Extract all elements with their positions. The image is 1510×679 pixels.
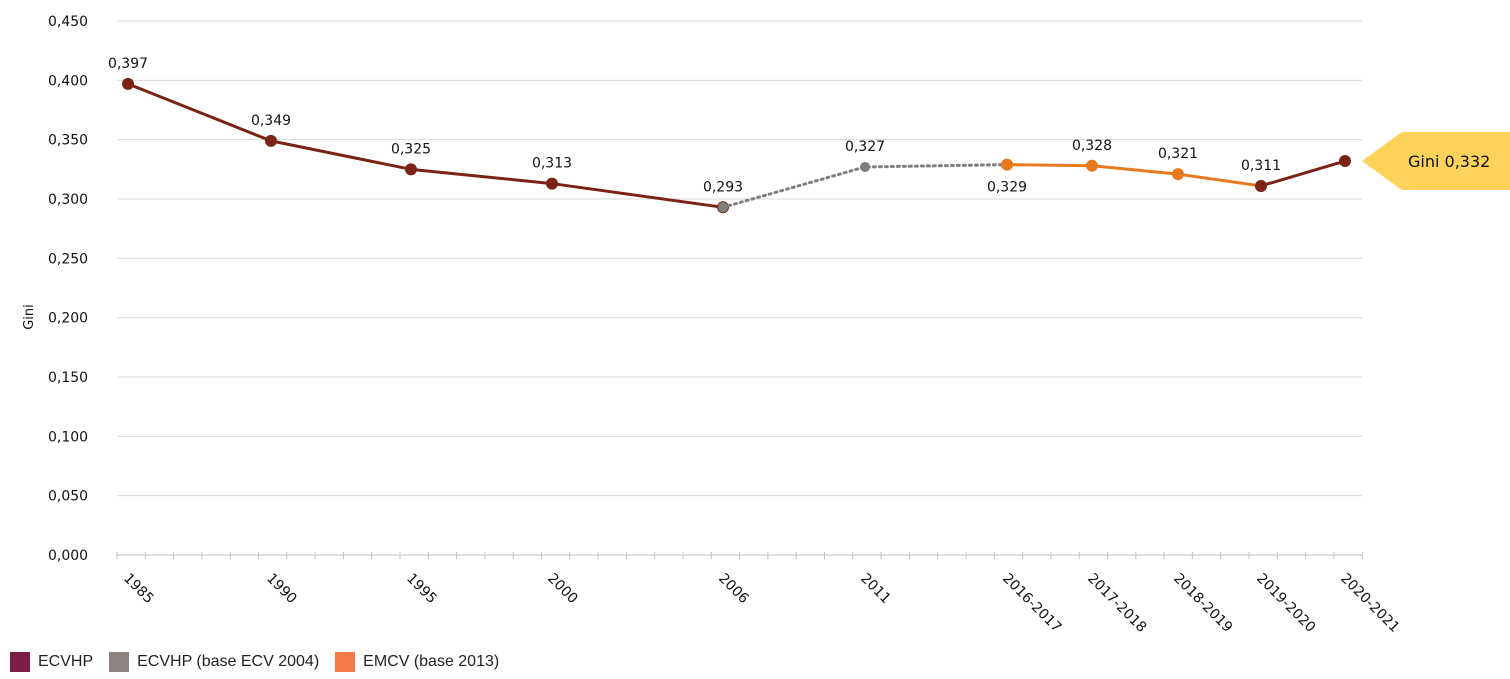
- legend-swatch: [10, 652, 30, 672]
- data-point: [1172, 168, 1184, 181]
- data-point: [1086, 159, 1098, 172]
- gini-callout: Gini 0,332: [1362, 132, 1510, 190]
- series-line: [1006, 163, 1262, 188]
- y-axis: 0,000 0,050 0,100 0,150 0,200 0,250 0,300 0,350…: [48, 14, 88, 564]
- data-point: [122, 77, 134, 90]
- data-label: 0,397: [108, 56, 148, 72]
- series-line: [721, 163, 1009, 209]
- y-tick-label: 0,200: [48, 311, 88, 327]
- data-label: 0,321: [1158, 146, 1198, 162]
- legend-label: EMCV (base 2013): [363, 653, 500, 670]
- y-tick-label: 0,450: [48, 14, 88, 30]
- y-tick-label: 0,350: [48, 133, 88, 149]
- x-tick-label: 2017-2018: [1084, 571, 1149, 636]
- x-tick-label: 1995: [403, 571, 440, 608]
- data-point: [860, 161, 870, 172]
- callout-arrow-box: [1362, 132, 1510, 190]
- x-tick-label: 2006: [715, 571, 752, 608]
- y-tick-label: 0,250: [48, 251, 88, 267]
- x-tick-label: 2011: [857, 571, 894, 608]
- legend-swatch: [335, 652, 356, 672]
- data-label: 0,325: [391, 141, 431, 157]
- y-tick-label: 0,000: [48, 548, 88, 564]
- series-line: [1260, 159, 1346, 188]
- y-tick-label: 0,150: [48, 370, 88, 386]
- x-tick-label: 2016-2017: [999, 571, 1064, 636]
- y-tick-label: 0,100: [48, 429, 88, 445]
- legend-item: EMCV (base 2013): [335, 652, 499, 672]
- data-label: 0,327: [845, 139, 885, 155]
- data-label: 0,329: [987, 180, 1027, 196]
- y-tick-label: 0,050: [48, 489, 88, 505]
- data-point: [405, 163, 417, 176]
- data-point: [1255, 179, 1267, 192]
- legend: ECVHP ECVHP (base ECV 2004) EMCV (base 201…: [10, 652, 515, 672]
- gridlines: [117, 20, 1362, 497]
- x-tick-label: 2019-2020: [1253, 571, 1318, 636]
- y-tick-label: 0,400: [48, 73, 88, 89]
- x-tick-label: 2018-2019: [1170, 571, 1235, 636]
- legend-item: ECVHP: [10, 652, 93, 672]
- x-tick-label: 1985: [120, 571, 157, 608]
- callout-label: Gini 0,332: [1408, 152, 1490, 171]
- data-label: 0,313: [532, 156, 572, 172]
- data-label: 0,349: [251, 113, 291, 129]
- legend-item: ECVHP (base ECV 2004): [109, 652, 319, 672]
- x-tick-label: 2000: [544, 571, 581, 608]
- data-point: [1339, 155, 1351, 168]
- x-tick-label: 1990: [263, 571, 300, 608]
- x-tick-label: 2020-2021: [1337, 571, 1402, 636]
- y-tick-label: 0,300: [48, 192, 88, 208]
- x-axis: 1985 1990 1995 2000 2006 2011 2016-2017 2017-20…: [116, 552, 1402, 636]
- data-label: 0,328: [1072, 138, 1112, 154]
- y-axis-title: Gini: [22, 304, 37, 330]
- legend-label: ECVHP (base ECV 2004): [137, 653, 320, 670]
- data-label: 0,293: [703, 179, 743, 195]
- data-point: [546, 177, 558, 190]
- data-label: 0,311: [1241, 158, 1281, 174]
- legend-label: ECVHP: [38, 653, 94, 670]
- data-point: [718, 202, 728, 213]
- data-labels: 0,397 0,349 0,325 0,313 0,293 0,327 0,329 0,328…: [108, 56, 1281, 196]
- series-lines: [122, 77, 1351, 214]
- data-point: [265, 134, 277, 147]
- legend-swatch: [109, 652, 130, 672]
- data-point: [1001, 158, 1013, 171]
